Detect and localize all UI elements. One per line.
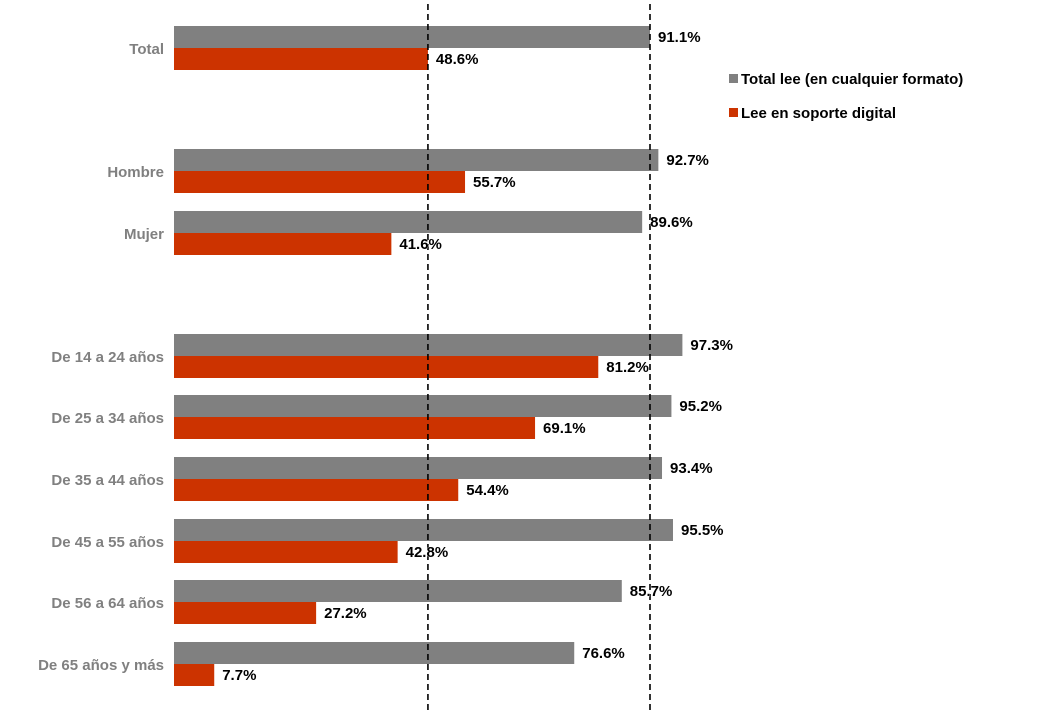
data-label-total-cat-1: 92.7% <box>666 152 709 169</box>
data-label-total-cat-2: 89.6% <box>650 214 693 231</box>
category-label-cat-8: De 65 años y más <box>38 657 164 674</box>
bar-digital-cat-6 <box>174 541 398 563</box>
bar-total-cat-4 <box>174 395 672 417</box>
bar-digital-cat-3 <box>174 356 599 378</box>
legend-label-digital: Lee en soporte digital <box>741 105 896 122</box>
bar-digital-cat-7 <box>174 602 317 624</box>
data-label-total-cat-0: 91.1% <box>658 29 701 46</box>
category-label-cat-3: De 14 a 24 años <box>51 349 164 366</box>
legend: Total lee (en cualquier formato) Lee en s… <box>729 71 963 122</box>
bar-total-cat-5 <box>174 457 663 479</box>
reference-lines-group <box>427 4 651 713</box>
data-label-digital-cat-0: 48.6% <box>436 51 479 68</box>
bar-total-cat-7 <box>174 580 622 602</box>
bar-digital-cat-0 <box>174 48 428 70</box>
bar-digital-cat-8 <box>174 664 215 686</box>
bar-total-cat-6 <box>174 519 673 541</box>
category-label-cat-4: De 25 a 34 años <box>51 410 164 427</box>
data-label-digital-cat-2: 41.6% <box>399 236 442 253</box>
bar-digital-cat-1 <box>174 171 466 193</box>
data-label-total-cat-5: 93.4% <box>670 460 713 477</box>
data-label-digital-cat-1: 55.7% <box>473 174 516 191</box>
category-label-cat-1: Hombre <box>107 164 164 181</box>
data-label-total-cat-3: 97.3% <box>690 337 733 354</box>
bar-digital-cat-2 <box>174 233 392 255</box>
legend-swatch-total <box>729 74 738 83</box>
bar-digital-cat-4 <box>174 417 536 439</box>
category-label-cat-5: De 35 a 44 años <box>51 472 164 489</box>
legend-label-total: Total lee (en cualquier formato) <box>741 71 963 88</box>
data-label-digital-cat-7: 27.2% <box>324 605 367 622</box>
data-label-digital-cat-4: 69.1% <box>543 420 586 437</box>
category-label-cat-0: Total <box>129 41 164 58</box>
data-label-digital-cat-8: 7.7% <box>222 667 256 684</box>
data-label-total-cat-8: 76.6% <box>582 645 625 662</box>
data-label-digital-cat-5: 54.4% <box>466 482 509 499</box>
bar-total-cat-1 <box>174 149 659 171</box>
category-label-cat-2: Mujer <box>124 226 164 243</box>
bar-digital-cat-5 <box>174 479 459 501</box>
bar-total-cat-8 <box>174 642 575 664</box>
category-label-cat-6: De 45 a 55 años <box>51 534 164 551</box>
data-label-total-cat-7: 85.7% <box>630 583 673 600</box>
labels-group: Total 91.1% 48.6% Hombre 92.7% 55.7% Mujer 89.6… <box>38 29 733 685</box>
category-label-cat-7: De 56 a 64 años <box>51 595 164 612</box>
data-label-digital-cat-6: 42.8% <box>406 544 449 561</box>
data-label-total-cat-4: 95.2% <box>679 398 722 415</box>
bar-total-cat-2 <box>174 211 643 233</box>
bar-total-cat-0 <box>174 26 650 48</box>
data-label-total-cat-6: 95.5% <box>681 522 724 539</box>
data-label-digital-cat-3: 81.2% <box>606 359 649 376</box>
legend-swatch-digital <box>729 108 738 117</box>
